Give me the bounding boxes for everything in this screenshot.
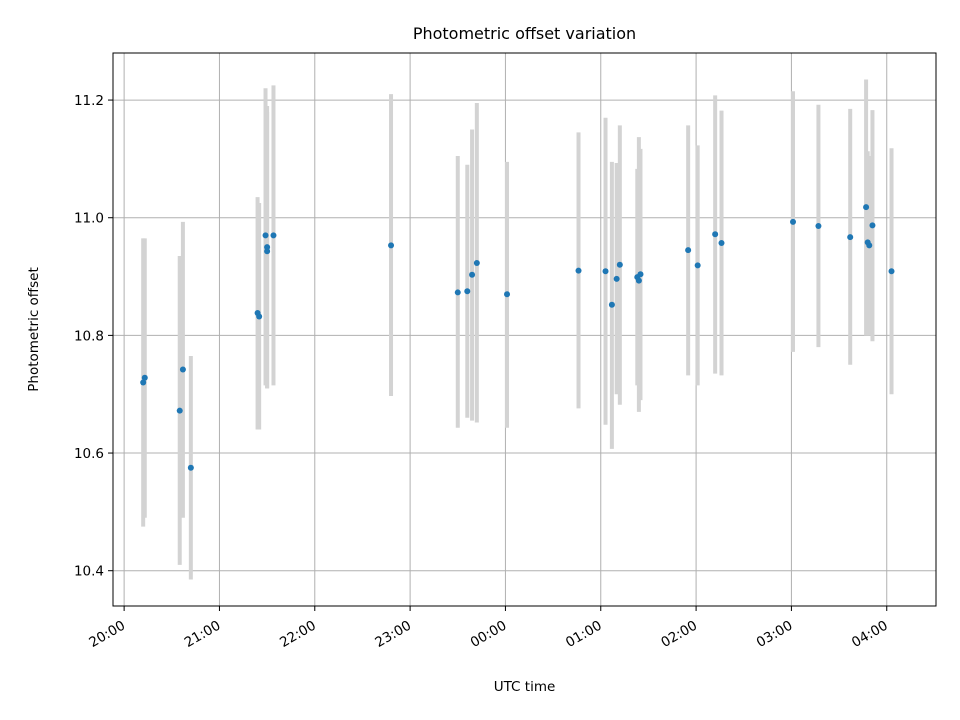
data-point: [635, 277, 642, 284]
data-point: [712, 231, 719, 238]
data-point: [613, 275, 620, 282]
data-point: [637, 271, 644, 278]
data-point: [140, 379, 147, 386]
data-points: [140, 204, 895, 471]
data-point: [504, 291, 511, 298]
data-point: [454, 289, 461, 296]
data-point: [815, 222, 822, 229]
data-point: [869, 222, 876, 229]
data-point: [694, 262, 701, 269]
data-point: [388, 242, 395, 249]
data-point: [888, 268, 895, 275]
data-point: [187, 464, 194, 471]
data-point: [270, 232, 277, 239]
plot-frame: [112, 52, 937, 607]
data-point: [262, 232, 269, 239]
data-point: [602, 268, 609, 275]
y-tick-label: 11.0: [74, 211, 104, 227]
y-tick-label: 11.2: [74, 93, 104, 109]
data-point: [141, 374, 148, 381]
data-point: [469, 271, 476, 278]
data-point: [847, 234, 854, 241]
data-point: [264, 248, 271, 255]
y-tick-label: 10.8: [74, 328, 104, 344]
data-point: [866, 242, 873, 249]
x-axis-label: UTC time: [494, 679, 556, 695]
data-point: [685, 247, 692, 254]
data-point: [179, 366, 186, 373]
data-point: [863, 204, 870, 211]
data-point: [616, 261, 623, 268]
data-point: [608, 301, 615, 308]
data-point: [176, 407, 183, 414]
data-point: [718, 240, 725, 247]
data-point: [575, 267, 582, 274]
data-point: [256, 313, 263, 320]
data-point: [473, 260, 480, 267]
y-tick-label: 10.6: [74, 446, 104, 462]
y-axis-ticks: 10.4 10.6 10.8 11.0 11.2: [74, 93, 113, 580]
y-axis-label: Photometric offset: [26, 267, 42, 391]
data-point: [464, 288, 471, 295]
data-point: [264, 244, 271, 251]
chart-title: Photometric offset variation: [413, 24, 636, 43]
data-point: [790, 218, 797, 225]
y-tick-label: 10.4: [74, 564, 104, 580]
